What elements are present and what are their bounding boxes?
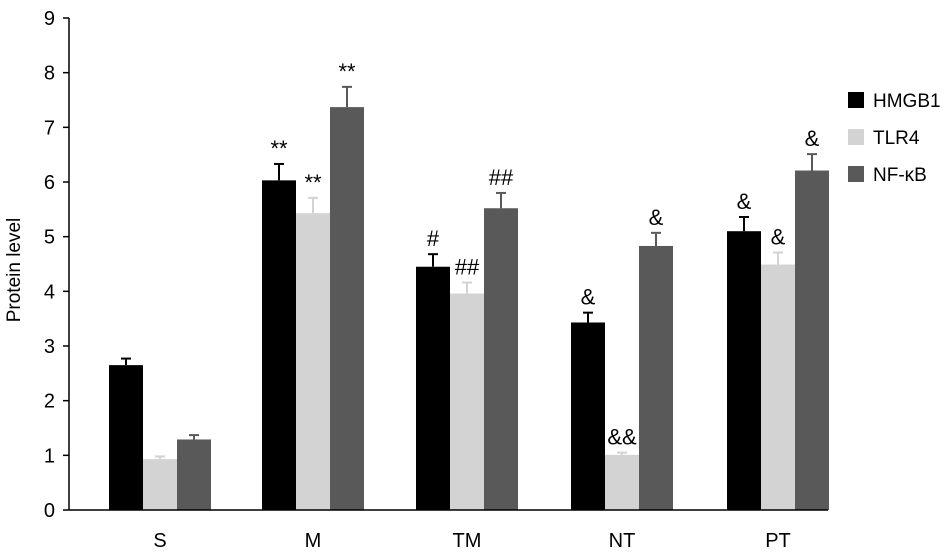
- y-tick-label: 3: [44, 336, 55, 358]
- significance-label: &: [805, 126, 820, 151]
- y-tick-label: 5: [44, 227, 55, 249]
- y-tick-label: 6: [44, 172, 55, 194]
- y-tick-label: 7: [44, 117, 55, 139]
- bar: [727, 231, 761, 510]
- legend-label: NF-κB: [873, 165, 927, 186]
- bar: [639, 245, 673, 510]
- significance-label: &: [581, 285, 596, 310]
- y-tick-label: 1: [44, 445, 55, 467]
- bar: [416, 266, 450, 510]
- legend-swatch: [848, 92, 864, 108]
- bar: [450, 293, 484, 510]
- bar: [761, 264, 795, 510]
- bars-layer: **#&&**##&&&**##&&: [109, 59, 829, 511]
- legend: HMGB1 TLR4 NF-κB: [848, 91, 941, 186]
- y-tick-label: 2: [44, 391, 55, 413]
- bar: [109, 365, 143, 510]
- y-axis-label: Protein level: [4, 218, 25, 323]
- significance-label: #: [427, 226, 440, 251]
- legend-swatch: [848, 129, 864, 145]
- bar: [296, 213, 330, 510]
- significance-label: ##: [489, 165, 514, 190]
- x-tick-label: NT: [609, 530, 636, 552]
- significance-label: **: [304, 170, 322, 195]
- y-tick-label: 9: [44, 8, 55, 30]
- significance-label: &: [649, 205, 664, 230]
- legend-label: TLR4: [873, 128, 920, 149]
- axes-layer: 0 1 2 3 4 5 6 7 8 9 S M TM NT PT: [44, 8, 828, 552]
- x-tick-label: TM: [453, 530, 482, 552]
- bar: [571, 322, 605, 510]
- bar: [330, 107, 364, 511]
- y-tick-label: 4: [44, 281, 55, 303]
- y-tick-label: 8: [44, 63, 55, 85]
- bar: [143, 459, 177, 510]
- legend-swatch: [848, 166, 864, 182]
- significance-label: **: [338, 59, 356, 84]
- x-tick-label: M: [305, 530, 322, 552]
- x-tick-label: PT: [765, 530, 791, 552]
- bar: [795, 170, 829, 510]
- bar: [484, 208, 518, 511]
- legend-label: HMGB1: [873, 91, 941, 112]
- x-tick-label: S: [153, 530, 166, 552]
- bar: [605, 454, 639, 510]
- bar: [262, 180, 296, 511]
- significance-label: &: [737, 189, 752, 214]
- significance-label: ##: [455, 255, 480, 280]
- significance-label: &: [771, 225, 786, 250]
- bar: [177, 439, 211, 510]
- significance-label: **: [270, 136, 288, 161]
- significance-label: &&: [607, 425, 637, 450]
- y-tick-label: 0: [44, 500, 55, 522]
